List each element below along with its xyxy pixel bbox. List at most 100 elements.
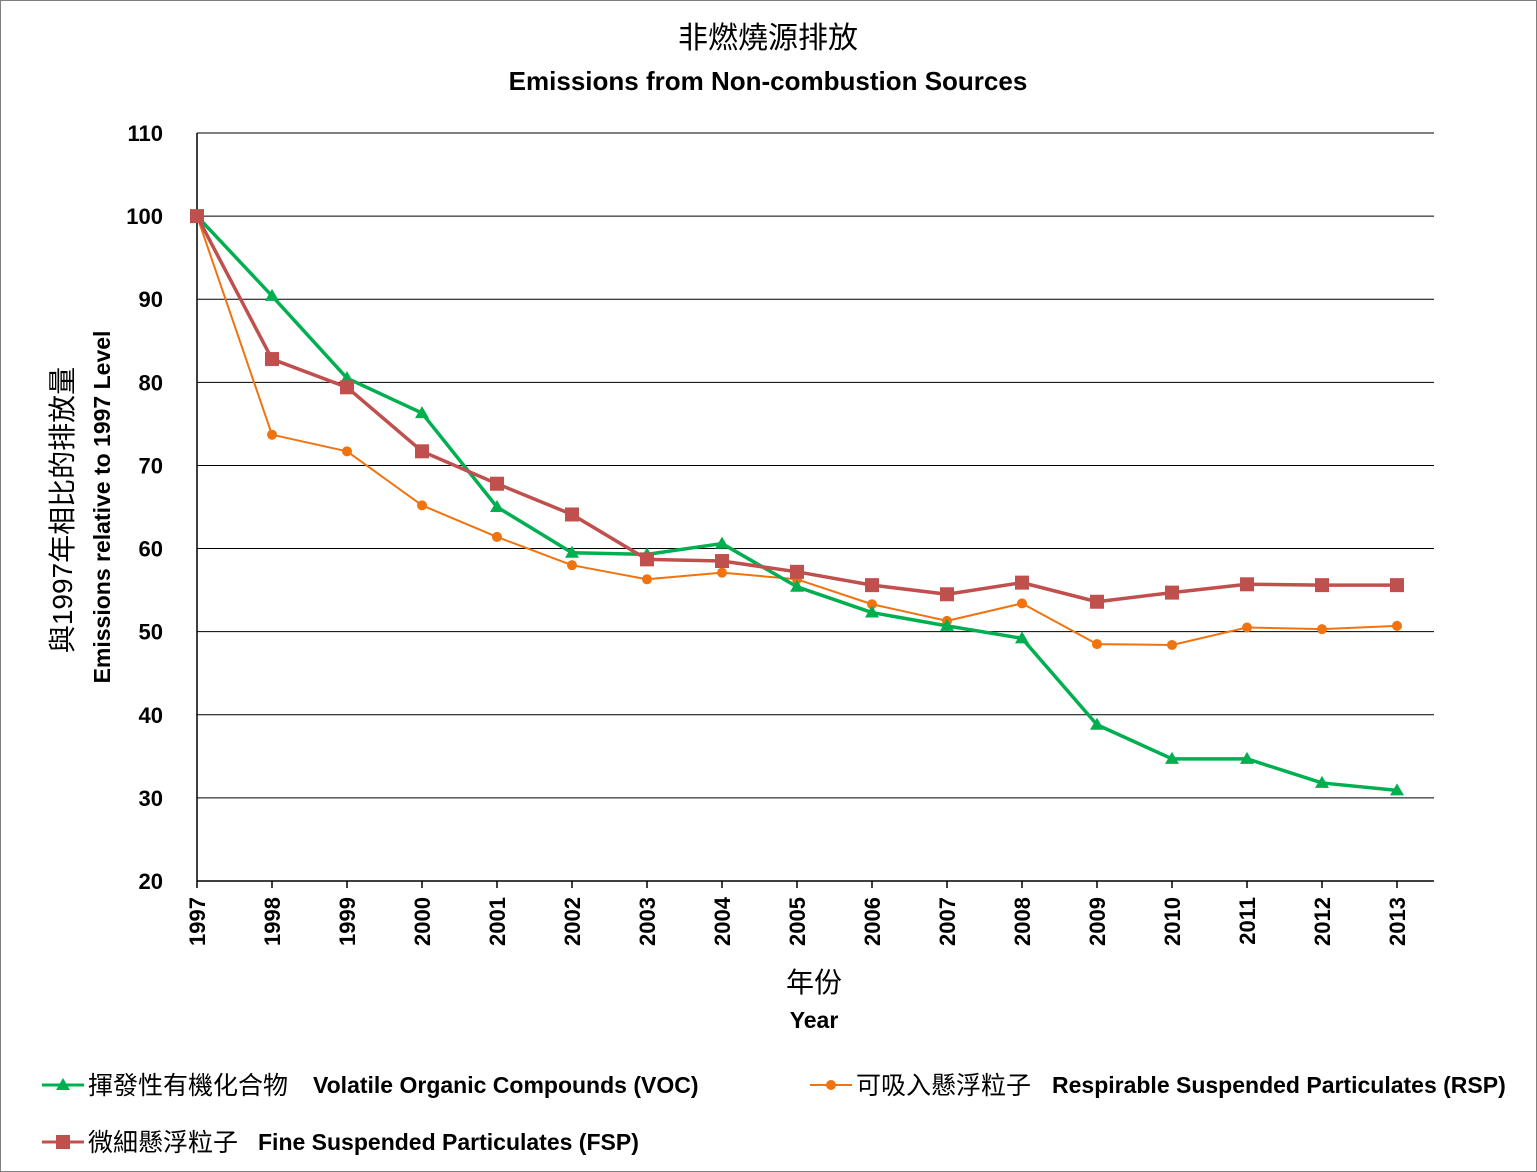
data-point-fsp [715, 554, 729, 569]
gridlines [197, 132, 1434, 799]
data-point-rsp [717, 567, 727, 578]
data-point-fsp [415, 444, 429, 459]
x-tick-label: 1998 [260, 897, 285, 946]
data-point-voc [940, 618, 954, 631]
y-axis-title-zh: 與1997年相比的排放量 [47, 367, 78, 653]
data-point-rsp [417, 500, 427, 511]
data-point-voc [865, 605, 879, 618]
data-point-rsp [867, 599, 877, 610]
legend-label-fsp-zh: 微細懸浮粒子 [88, 1129, 238, 1157]
x-tick-label: 1999 [335, 897, 360, 946]
legend-item-rsp: 可吸入懸浮粒子 Respirable Suspended Particulate… [810, 1072, 1506, 1100]
series-rsp [192, 211, 1402, 650]
y-tick-label: 30 [139, 786, 163, 811]
series-fsp [190, 209, 1404, 609]
legend-swatch-fsp-square-icon [56, 1135, 70, 1149]
data-point-fsp [1315, 578, 1329, 593]
data-point-fsp [1090, 594, 1104, 609]
y-tick-label: 50 [139, 620, 163, 645]
data-point-voc [265, 288, 279, 301]
legend-label-voc: Volatile Organic Compounds (VOC) [313, 1072, 699, 1098]
x-tick-label: 2005 [785, 897, 810, 946]
data-point-rsp [642, 574, 652, 585]
series-line-fsp [195, 215, 1397, 604]
legend-label-fsp: Fine Suspended Particulates (FSP) [258, 1129, 639, 1155]
y-tick-labels: 20 30 40 50 60 70 80 90 100 110 [126, 121, 163, 894]
series-group [190, 209, 1404, 796]
data-point-rsp [1392, 620, 1402, 631]
x-tick-label: 2011 [1235, 897, 1260, 945]
data-point-fsp [1390, 578, 1404, 593]
data-point-rsp [1092, 639, 1102, 650]
y-tick-label: 60 [139, 537, 163, 562]
data-point-fsp [190, 209, 204, 224]
y-tick-label: 80 [139, 370, 163, 395]
legend-label-rsp: Respirable Suspended Particulates (RSP) [1052, 1072, 1506, 1098]
y-tick-label: 90 [139, 287, 163, 312]
y-axis-title: Emissions relative to 1997 Level [89, 331, 115, 684]
y-tick-label: 100 [126, 204, 163, 229]
data-point-fsp [1015, 575, 1029, 590]
y-tick-label: 70 [139, 453, 163, 478]
data-point-rsp [1167, 639, 1177, 650]
legend-swatch-rsp-circle-icon [826, 1080, 836, 1090]
data-point-voc [1090, 717, 1104, 730]
data-point-voc [490, 500, 504, 512]
data-point-voc [790, 579, 804, 592]
data-point-rsp [492, 531, 502, 542]
data-point-fsp [265, 352, 279, 367]
data-point-rsp [1242, 622, 1252, 633]
x-axis-title: Year [790, 1007, 839, 1033]
data-point-rsp [567, 560, 577, 571]
x-tick-label: 2009 [1085, 897, 1110, 946]
x-tick-labels: 1997 1998 1999 2000 2001 2002 2003 2004 2005 2006… [185, 896, 1410, 946]
x-tick-label: 2003 [635, 897, 660, 946]
x-tick-label: 2002 [560, 897, 585, 946]
data-point-voc [1240, 751, 1254, 764]
legend-label-voc-zh: 揮發性有機化合物 [88, 1072, 288, 1100]
data-point-voc [1015, 631, 1029, 644]
x-tick-label: 2006 [860, 897, 885, 946]
series-voc [190, 209, 1404, 796]
y-tick-label: 20 [139, 869, 163, 894]
x-tick-label: 2000 [410, 897, 435, 946]
chart-title: Emissions from Non-combustion Sources [509, 66, 1028, 96]
y-tick-label: 110 [128, 121, 164, 146]
legend-item-fsp: 微細懸浮粒子 Fine Suspended Particulates (FSP) [42, 1129, 639, 1157]
legend-swatch-voc-triangle-icon [56, 1078, 70, 1090]
x-tick-label: 2007 [935, 897, 960, 946]
data-point-voc [340, 371, 354, 384]
data-point-voc [565, 545, 579, 558]
data-point-fsp [940, 587, 954, 602]
x-tick-label: 2004 [710, 896, 735, 946]
data-point-fsp [340, 380, 354, 395]
x-tick-label: 2010 [1160, 897, 1185, 946]
legend-label-rsp-zh: 可吸入懸浮粒子 [856, 1072, 1031, 1100]
data-point-voc [415, 406, 429, 419]
y-tick-label: 40 [139, 703, 163, 728]
x-tick-label: 2001 [485, 897, 510, 946]
data-point-fsp [1165, 585, 1179, 600]
x-tick-label: 2012 [1310, 897, 1335, 946]
data-point-voc [1315, 775, 1329, 788]
data-point-rsp [1017, 598, 1027, 609]
legend: 揮發性有機化合物 Volatile Organic Compounds (VOC… [42, 1072, 1506, 1157]
x-tick-label: 2013 [1385, 897, 1410, 946]
series-line-voc [195, 214, 1398, 793]
data-point-fsp [490, 476, 504, 491]
x-tick-label: 1997 [185, 897, 210, 946]
data-point-rsp [342, 446, 352, 457]
data-point-voc [1165, 751, 1179, 764]
data-point-fsp [790, 564, 804, 579]
axes [196, 133, 1434, 888]
data-point-rsp [1317, 624, 1327, 635]
x-axis-title-zh: 年份 [786, 967, 842, 998]
data-point-rsp [267, 429, 277, 440]
data-point-fsp [640, 552, 654, 567]
x-tick-label: 2008 [1010, 897, 1035, 946]
data-point-voc [1390, 783, 1404, 796]
data-point-fsp [565, 507, 579, 522]
data-point-fsp [1240, 577, 1254, 592]
legend-item-voc: 揮發性有機化合物 Volatile Organic Compounds (VOC… [42, 1072, 699, 1100]
